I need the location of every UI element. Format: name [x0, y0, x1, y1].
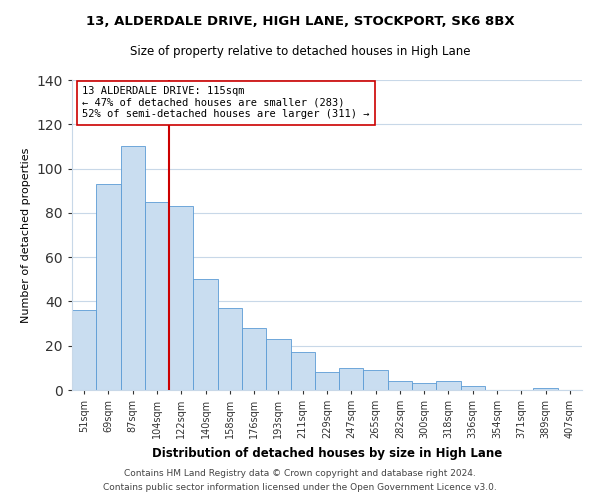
Bar — [290, 352, 315, 390]
Text: Contains HM Land Registry data © Crown copyright and database right 2024.: Contains HM Land Registry data © Crown c… — [124, 468, 476, 477]
Bar — [145, 202, 169, 390]
Bar — [364, 370, 388, 390]
Bar — [193, 280, 218, 390]
Bar — [461, 386, 485, 390]
X-axis label: Distribution of detached houses by size in High Lane: Distribution of detached houses by size … — [152, 446, 502, 460]
Bar — [121, 146, 145, 390]
Bar — [96, 184, 121, 390]
Bar — [436, 381, 461, 390]
Text: Contains public sector information licensed under the Open Government Licence v3: Contains public sector information licen… — [103, 484, 497, 492]
Bar — [266, 339, 290, 390]
Bar — [72, 310, 96, 390]
Bar — [412, 384, 436, 390]
Text: 13 ALDERDALE DRIVE: 115sqm
← 47% of detached houses are smaller (283)
52% of sem: 13 ALDERDALE DRIVE: 115sqm ← 47% of deta… — [82, 86, 370, 120]
Bar — [533, 388, 558, 390]
Bar — [169, 206, 193, 390]
Y-axis label: Number of detached properties: Number of detached properties — [21, 148, 31, 322]
Bar — [388, 381, 412, 390]
Bar — [242, 328, 266, 390]
Text: Size of property relative to detached houses in High Lane: Size of property relative to detached ho… — [130, 45, 470, 58]
Bar — [218, 308, 242, 390]
Bar — [315, 372, 339, 390]
Bar — [339, 368, 364, 390]
Text: 13, ALDERDALE DRIVE, HIGH LANE, STOCKPORT, SK6 8BX: 13, ALDERDALE DRIVE, HIGH LANE, STOCKPOR… — [86, 15, 514, 28]
